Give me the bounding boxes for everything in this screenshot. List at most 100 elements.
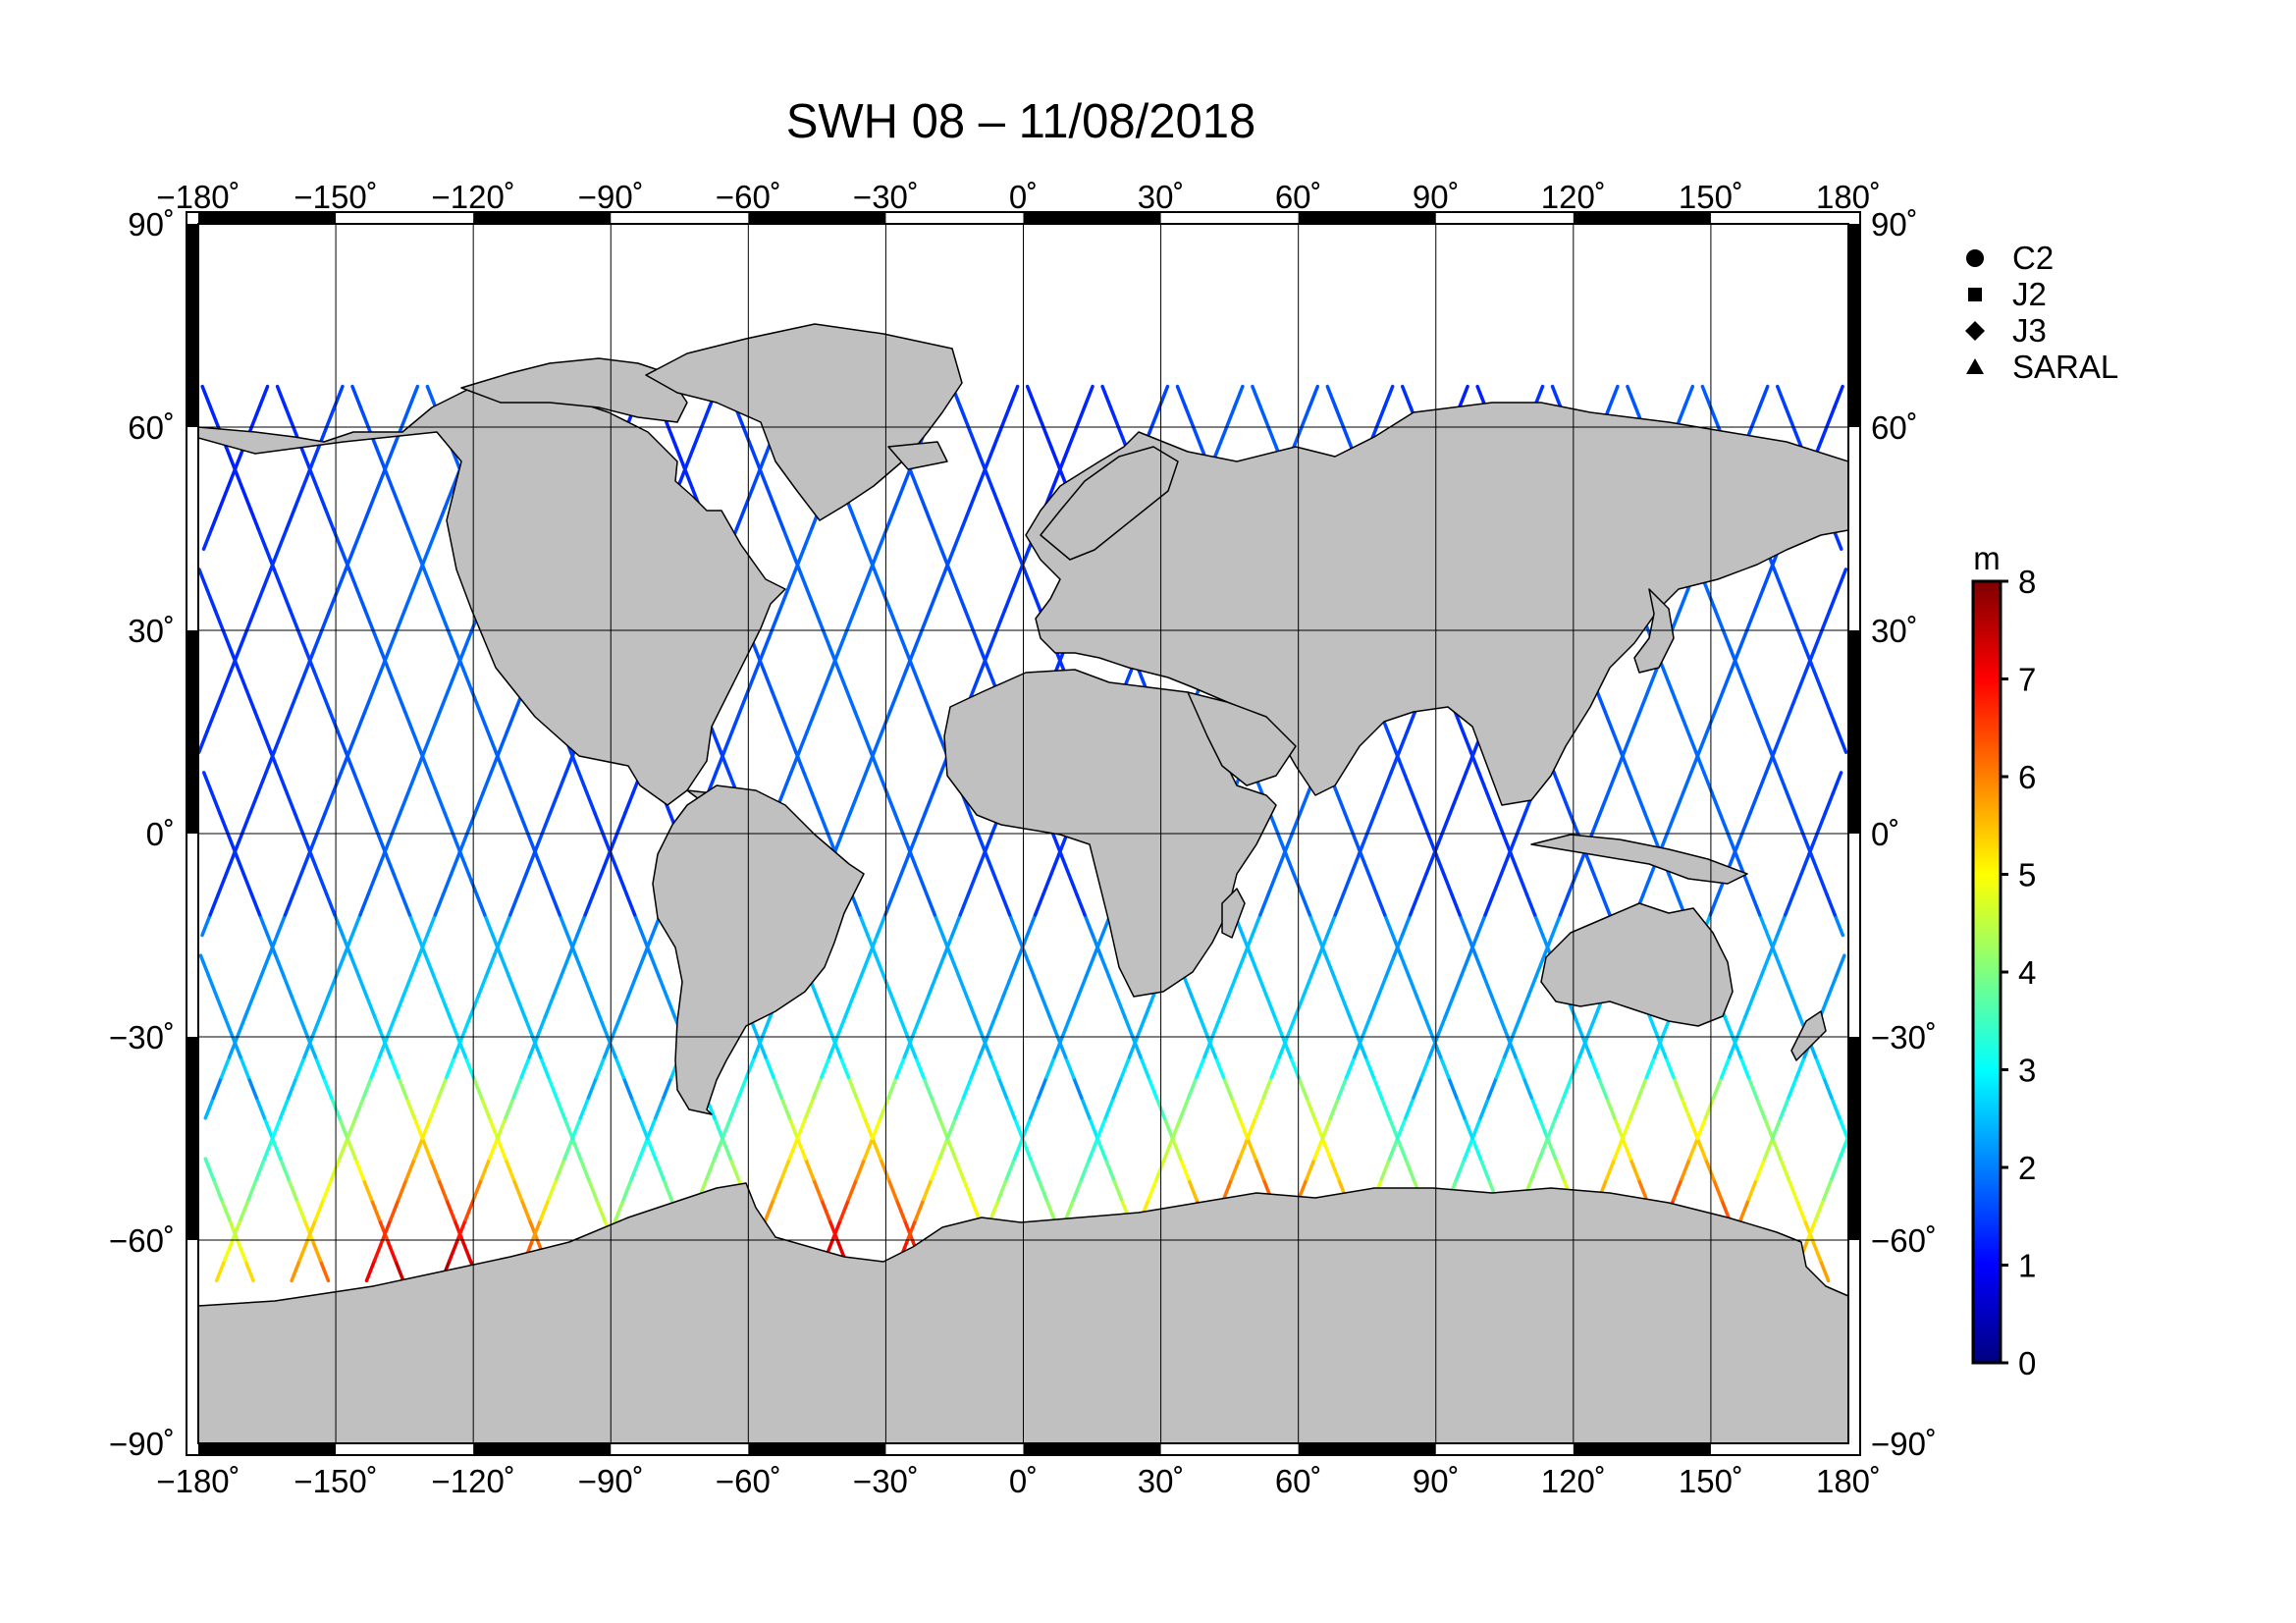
track-segment bbox=[287, 1177, 298, 1202]
lon-tick-label-top: 120˚ bbox=[1541, 179, 1606, 215]
track-segment bbox=[1049, 445, 1061, 470]
track-segment bbox=[1545, 1136, 1558, 1161]
track-segment bbox=[1178, 1096, 1191, 1120]
track-segment bbox=[1216, 425, 1229, 450]
track-segment bbox=[1470, 1136, 1482, 1161]
track-segment bbox=[1356, 1035, 1367, 1059]
lon-tick-label-bottom: −150˚ bbox=[294, 1463, 377, 1499]
track-segment bbox=[1400, 913, 1413, 938]
track-segment bbox=[586, 1075, 599, 1100]
lat-tick-label-left: −30˚ bbox=[109, 1019, 175, 1055]
track-segment bbox=[749, 445, 762, 470]
track-segment bbox=[331, 771, 344, 795]
track-segment bbox=[397, 1075, 408, 1100]
track-segment bbox=[760, 1014, 773, 1039]
track-segment bbox=[1613, 1116, 1625, 1141]
track-segment bbox=[474, 893, 487, 917]
track-segment bbox=[471, 1177, 484, 1202]
track-segment bbox=[1552, 771, 1564, 795]
track-segment bbox=[1774, 953, 1786, 978]
track-segment bbox=[1044, 1055, 1056, 1080]
track-segment bbox=[367, 486, 380, 511]
track-segment bbox=[514, 994, 527, 1019]
track-segment bbox=[236, 1238, 247, 1263]
track-segment bbox=[299, 851, 311, 877]
track-segment bbox=[1373, 790, 1385, 816]
track-segment bbox=[1665, 811, 1678, 836]
lat-tick-label-left: 30˚ bbox=[128, 613, 175, 649]
track-segment bbox=[884, 790, 897, 816]
track-segment bbox=[765, 486, 777, 511]
track-segment bbox=[871, 1136, 882, 1161]
track-segment bbox=[966, 425, 979, 450]
track-segment bbox=[629, 1157, 642, 1181]
track-segment bbox=[618, 994, 630, 1019]
track-segment bbox=[269, 547, 281, 571]
track-segment bbox=[805, 710, 817, 734]
track-segment bbox=[993, 994, 1005, 1019]
track-segment bbox=[310, 1014, 323, 1039]
track-segment bbox=[1611, 730, 1624, 754]
frame-band bbox=[1573, 212, 1711, 224]
track-segment bbox=[1049, 851, 1061, 877]
track-segment bbox=[1532, 913, 1545, 938]
track-segment bbox=[504, 1096, 515, 1120]
track-segment bbox=[205, 587, 217, 613]
track-segment bbox=[1175, 384, 1188, 409]
track-segment bbox=[496, 1136, 507, 1161]
track-segment bbox=[614, 811, 627, 836]
track-segment bbox=[1363, 1055, 1376, 1080]
track-segment bbox=[502, 771, 514, 795]
track-segment bbox=[1802, 1217, 1815, 1242]
track-segment bbox=[492, 933, 505, 957]
track-segment bbox=[224, 851, 237, 877]
track-segment bbox=[1119, 1055, 1132, 1080]
track-segment bbox=[302, 1035, 314, 1059]
track-segment bbox=[1746, 1177, 1759, 1202]
lon-tick-label-top: 180˚ bbox=[1816, 179, 1881, 215]
track-segment bbox=[861, 568, 873, 592]
track-segment bbox=[246, 1075, 259, 1100]
track-segment bbox=[471, 1075, 484, 1100]
track-segment bbox=[1772, 730, 1785, 754]
track-segment bbox=[283, 893, 295, 917]
track-segment bbox=[1828, 587, 1841, 613]
track-segment bbox=[879, 1096, 890, 1120]
track-segment bbox=[988, 1055, 1001, 1080]
track-segment bbox=[573, 953, 586, 978]
track-segment bbox=[1254, 1157, 1265, 1181]
track-segment bbox=[270, 1136, 283, 1161]
track-segment bbox=[1809, 851, 1821, 877]
track-segment bbox=[1234, 953, 1247, 978]
track-segment bbox=[351, 526, 364, 551]
track-segment bbox=[1080, 1096, 1092, 1120]
track-segment bbox=[1205, 1035, 1218, 1059]
track-segment bbox=[509, 790, 522, 816]
track-segment bbox=[1266, 872, 1278, 896]
track-segment bbox=[1537, 1116, 1550, 1141]
colorbar-tick-label: 0 bbox=[2018, 1345, 2036, 1381]
track-segment bbox=[1553, 1096, 1566, 1120]
track-segment bbox=[828, 1035, 839, 1059]
track-segment bbox=[1058, 445, 1071, 470]
track-segment bbox=[479, 1157, 492, 1181]
lat-tick-label-right: 30˚ bbox=[1871, 613, 1918, 649]
track-segment bbox=[1813, 1197, 1826, 1222]
track-segment bbox=[1106, 974, 1119, 999]
track-segment bbox=[354, 710, 367, 734]
track-segment bbox=[231, 1217, 242, 1242]
track-segment bbox=[234, 851, 246, 877]
lon-tick-label-bottom: 0˚ bbox=[1009, 1463, 1038, 1499]
track-segment bbox=[851, 974, 864, 999]
frame-band bbox=[473, 1443, 612, 1455]
track-segment bbox=[1580, 1035, 1593, 1059]
track-segment bbox=[227, 1035, 240, 1059]
track-segment bbox=[948, 953, 961, 978]
track-segment bbox=[1100, 384, 1112, 409]
track-segment bbox=[953, 1157, 966, 1181]
track-segment bbox=[534, 851, 546, 877]
track-segment bbox=[721, 1136, 732, 1161]
lon-tick-label-top: 30˚ bbox=[1138, 179, 1185, 215]
track-segment bbox=[1754, 1157, 1767, 1181]
track-segment bbox=[487, 1136, 500, 1161]
